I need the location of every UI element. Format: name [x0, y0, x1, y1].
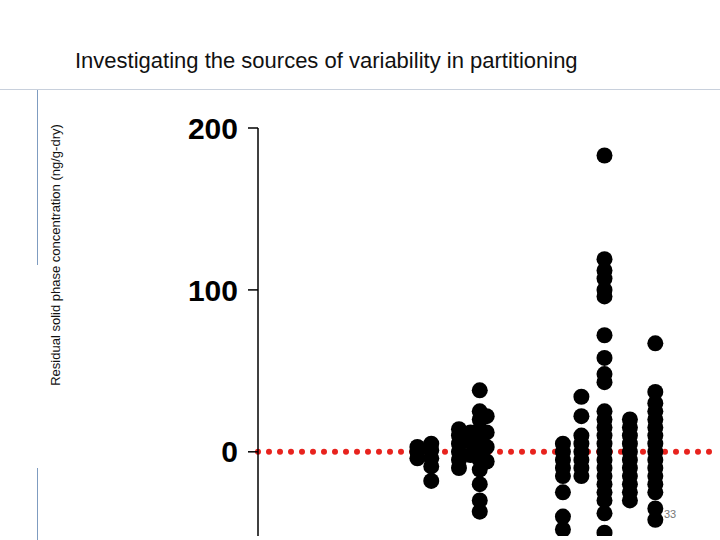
svg-text:100: 100	[188, 274, 238, 307]
html-text:Investigating the sources of v: Investigating the sources of variability…	[75, 48, 578, 73]
html-text:33: 33	[664, 508, 677, 520]
svg-text:200: 200	[188, 112, 238, 145]
html-text:Residual solid phase concentra: Residual solid phase concentration (ng/g…	[47, 124, 63, 386]
svg-text:0: 0	[221, 435, 238, 468]
